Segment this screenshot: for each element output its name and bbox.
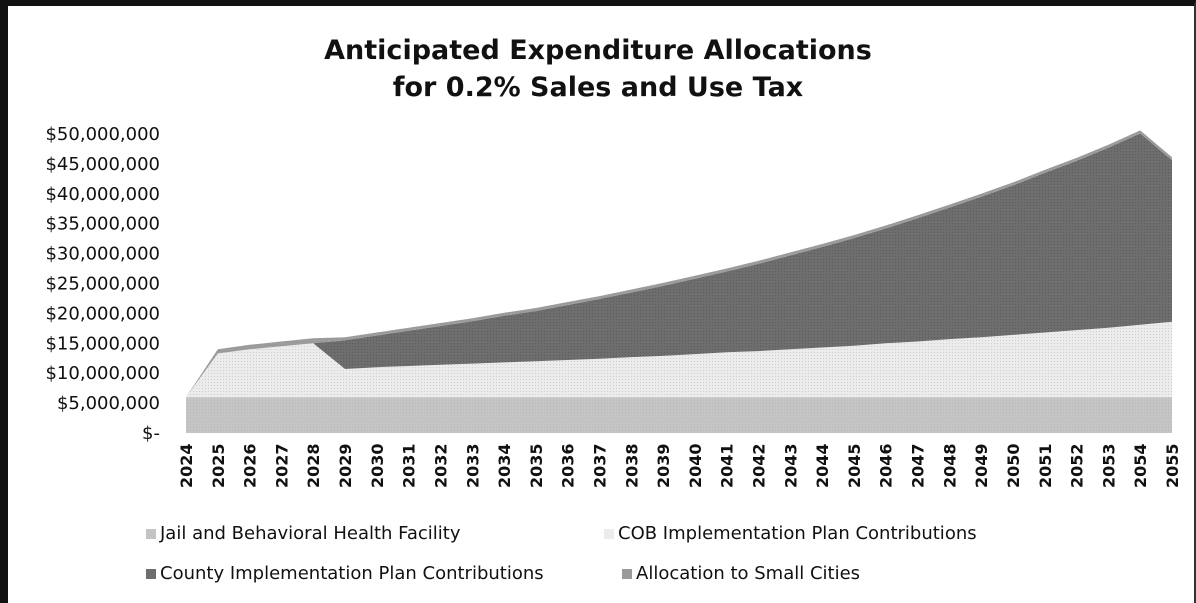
y-tick-label: $5,000,000 [57,393,160,414]
x-tick-label: 2027 [272,443,291,488]
legend-swatch [146,528,156,539]
x-tick-label: 2043 [781,443,800,488]
y-tick-label: $25,000,000 [45,274,160,295]
chart-title-line-1: Anticipated Expenditure Allocations [324,35,872,66]
x-tick-label: 2051 [1036,443,1055,488]
legend-item: County Implementation Plan Contributions [146,563,544,584]
x-tick-label: 2031 [400,443,419,488]
area-series-2 [186,321,1172,398]
legend-item: COB Implementation Plan Contributions [604,523,977,544]
x-tick-label: 2033 [463,443,482,488]
x-tick-label: 2041 [718,443,737,488]
x-tick-label: 2030 [368,443,387,488]
y-tick-label: $40,000,000 [45,184,160,205]
legend-label: County Implementation Plan Contributions [160,563,544,584]
x-tick-label: 2042 [750,443,769,488]
x-tick-label: 2055 [1163,443,1182,488]
legend-label: COB Implementation Plan Contributions [618,523,977,544]
area-series-3 [186,133,1172,398]
y-tick-label: $50,000,000 [45,124,160,145]
x-tick-label: 2052 [1068,443,1087,488]
chart-title-line-2: for 0.2% Sales and Use Tax [392,72,804,103]
y-tick-label: $15,000,000 [45,333,160,354]
legend-item: Allocation to Small Cities [622,563,860,584]
x-tick-label: 2050 [1004,443,1023,488]
legend-swatch [146,568,156,579]
x-tick-label: 2037 [590,443,609,488]
x-tick-label: 2025 [209,443,228,488]
x-tick-label: 2054 [1131,443,1150,488]
y-tick-label: $- [142,423,160,444]
x-tick-label: 2035 [527,443,546,488]
x-tick-label: 2044 [813,443,832,488]
x-tick-label: 2045 [845,443,864,488]
y-tick-label: $30,000,000 [45,244,160,265]
x-tick-label: 2034 [495,443,514,488]
x-tick-label: 2026 [241,443,260,488]
x-tick-label: 2040 [686,443,705,488]
x-tick-label: 2039 [654,443,673,488]
y-tick-label: $10,000,000 [45,363,160,384]
x-tick-label: 2036 [559,443,578,488]
legend-item: Jail and Behavioral Health Facility [146,523,461,544]
legend-label: Allocation to Small Cities [636,563,861,584]
y-tick-label: $45,000,000 [45,154,160,175]
x-tick-label: 2038 [622,443,641,488]
chart-title: Anticipated Expenditure Allocations for … [0,32,1196,106]
x-tick-label: 2049 [972,443,991,488]
x-tick-label: 2029 [336,443,355,488]
x-tick-label: 2048 [940,443,959,488]
y-tick-label: $20,000,000 [45,303,160,324]
legend-swatch [622,568,632,579]
x-tick-label: 2024 [177,443,196,488]
y-tick-label: $35,000,000 [45,214,160,235]
x-tick-label: 2053 [1099,443,1118,488]
x-tick-label: 2032 [431,443,450,488]
x-tick-label: 2028 [304,443,323,488]
x-tick-label: 2047 [909,443,928,488]
x-tick-label: 2046 [877,443,896,488]
legend-label: Jail and Behavioral Health Facility [160,523,461,544]
legend-swatch [604,528,614,539]
area-series-1 [186,397,1172,433]
